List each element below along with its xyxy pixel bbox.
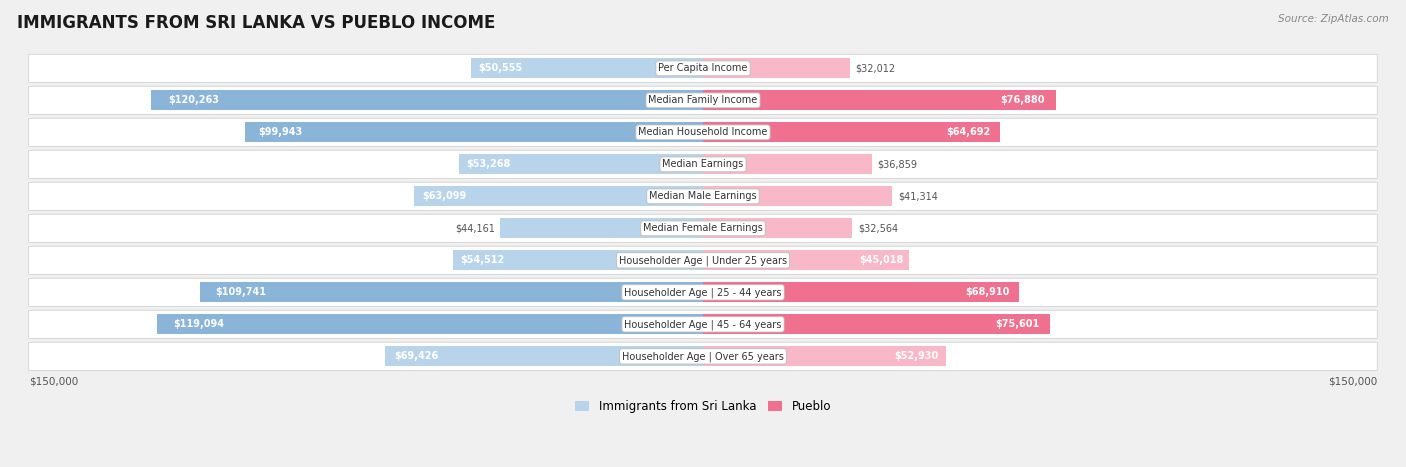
- FancyBboxPatch shape: [413, 186, 703, 206]
- Text: Median Household Income: Median Household Income: [638, 127, 768, 137]
- FancyBboxPatch shape: [28, 214, 1378, 242]
- Text: $150,000: $150,000: [1329, 376, 1378, 386]
- Text: IMMIGRANTS FROM SRI LANKA VS PUEBLO INCOME: IMMIGRANTS FROM SRI LANKA VS PUEBLO INCO…: [17, 14, 495, 32]
- FancyBboxPatch shape: [703, 186, 893, 206]
- FancyBboxPatch shape: [385, 347, 703, 366]
- FancyBboxPatch shape: [703, 155, 872, 174]
- Text: $44,161: $44,161: [456, 223, 495, 234]
- Text: $63,099: $63,099: [422, 191, 467, 201]
- Legend: Immigrants from Sri Lanka, Pueblo: Immigrants from Sri Lanka, Pueblo: [571, 395, 835, 417]
- Text: $45,018: $45,018: [859, 255, 903, 265]
- Text: $54,512: $54,512: [461, 255, 505, 265]
- Text: $68,910: $68,910: [965, 287, 1010, 297]
- Text: $69,426: $69,426: [394, 351, 439, 361]
- Text: Median Earnings: Median Earnings: [662, 159, 744, 170]
- FancyBboxPatch shape: [471, 58, 703, 78]
- FancyBboxPatch shape: [703, 250, 910, 270]
- FancyBboxPatch shape: [200, 283, 703, 302]
- FancyBboxPatch shape: [152, 91, 703, 110]
- Text: Householder Age | 45 - 64 years: Householder Age | 45 - 64 years: [624, 319, 782, 330]
- FancyBboxPatch shape: [28, 278, 1378, 306]
- Text: Source: ZipAtlas.com: Source: ZipAtlas.com: [1278, 14, 1389, 24]
- FancyBboxPatch shape: [28, 342, 1378, 370]
- FancyBboxPatch shape: [245, 122, 703, 142]
- Text: $76,880: $76,880: [1001, 95, 1045, 106]
- FancyBboxPatch shape: [703, 283, 1019, 302]
- Text: $120,263: $120,263: [167, 95, 219, 106]
- FancyBboxPatch shape: [28, 54, 1378, 83]
- Text: $50,555: $50,555: [478, 64, 522, 73]
- FancyBboxPatch shape: [28, 86, 1378, 114]
- Text: $32,012: $32,012: [855, 64, 896, 73]
- Text: $53,268: $53,268: [465, 159, 510, 170]
- FancyBboxPatch shape: [703, 219, 852, 238]
- FancyBboxPatch shape: [28, 182, 1378, 211]
- Text: Householder Age | 25 - 44 years: Householder Age | 25 - 44 years: [624, 287, 782, 297]
- FancyBboxPatch shape: [703, 314, 1050, 334]
- Text: $36,859: $36,859: [877, 159, 918, 170]
- FancyBboxPatch shape: [703, 122, 1000, 142]
- Text: $64,692: $64,692: [946, 127, 991, 137]
- Text: $41,314: $41,314: [898, 191, 938, 201]
- Text: Median Male Earnings: Median Male Earnings: [650, 191, 756, 201]
- FancyBboxPatch shape: [703, 58, 849, 78]
- Text: Median Family Income: Median Family Income: [648, 95, 758, 106]
- FancyBboxPatch shape: [28, 246, 1378, 275]
- Text: $75,601: $75,601: [995, 319, 1039, 329]
- Text: $52,930: $52,930: [894, 351, 938, 361]
- Text: $99,943: $99,943: [259, 127, 302, 137]
- Text: Median Female Earnings: Median Female Earnings: [643, 223, 763, 234]
- FancyBboxPatch shape: [703, 347, 946, 366]
- FancyBboxPatch shape: [458, 155, 703, 174]
- Text: Householder Age | Over 65 years: Householder Age | Over 65 years: [621, 351, 785, 361]
- FancyBboxPatch shape: [28, 150, 1378, 178]
- Text: $32,564: $32,564: [858, 223, 898, 234]
- FancyBboxPatch shape: [453, 250, 703, 270]
- FancyBboxPatch shape: [501, 219, 703, 238]
- Text: $150,000: $150,000: [28, 376, 77, 386]
- FancyBboxPatch shape: [156, 314, 703, 334]
- Text: $119,094: $119,094: [173, 319, 224, 329]
- FancyBboxPatch shape: [28, 118, 1378, 147]
- Text: Per Capita Income: Per Capita Income: [658, 64, 748, 73]
- FancyBboxPatch shape: [28, 310, 1378, 339]
- Text: $109,741: $109,741: [215, 287, 266, 297]
- Text: Householder Age | Under 25 years: Householder Age | Under 25 years: [619, 255, 787, 266]
- FancyBboxPatch shape: [703, 91, 1056, 110]
